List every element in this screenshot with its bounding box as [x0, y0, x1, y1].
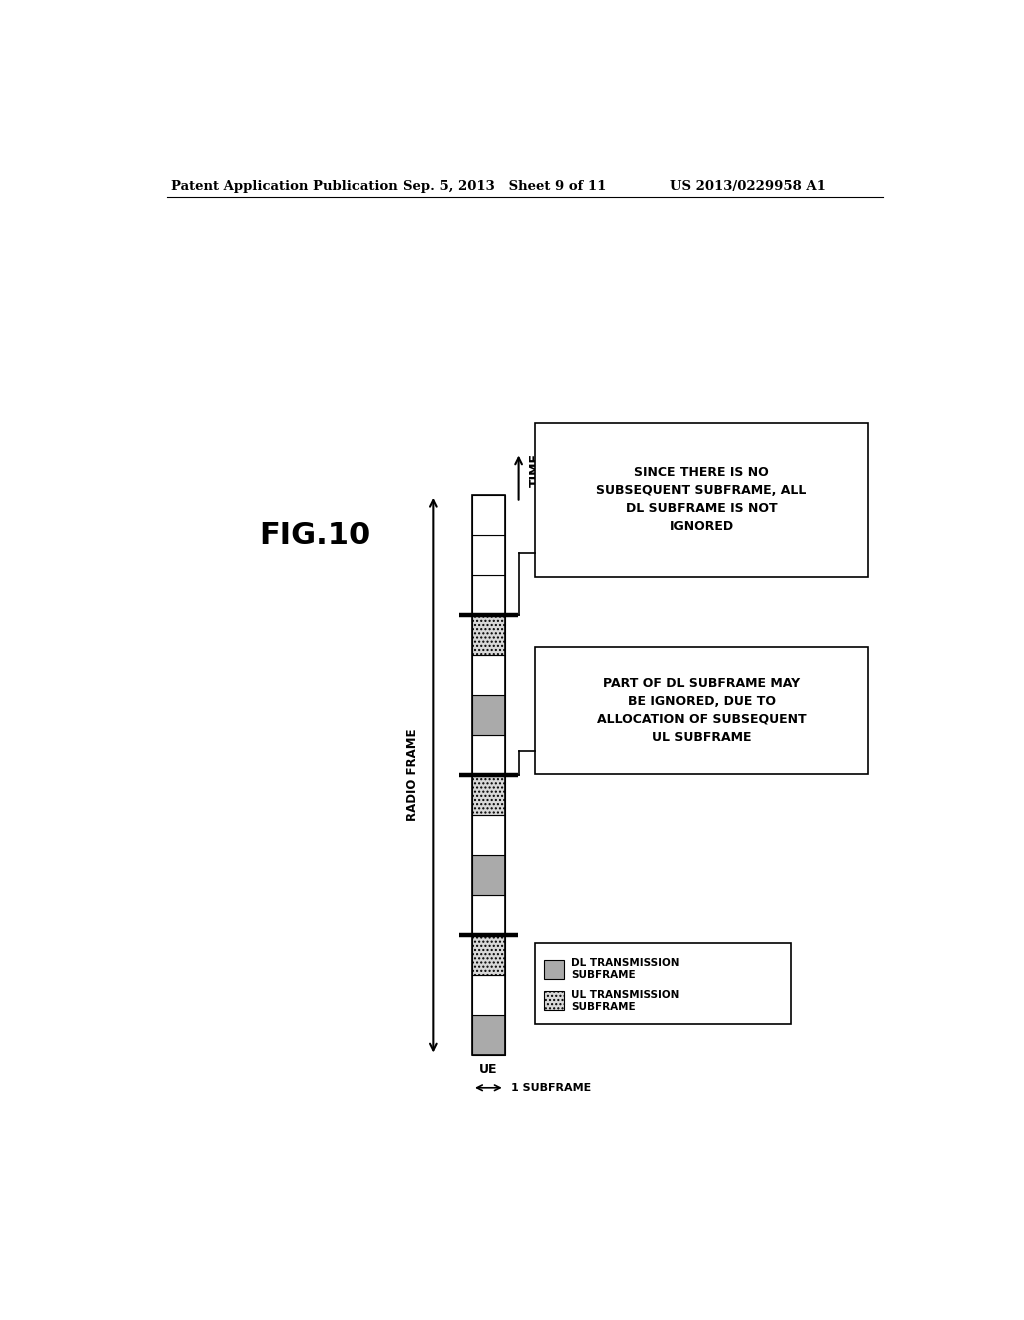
Text: FIG.10: FIG.10 — [260, 521, 371, 550]
Text: Patent Application Publication: Patent Application Publication — [171, 180, 397, 193]
Bar — [535, 422, 868, 577]
Bar — [544, 991, 563, 1010]
Bar — [472, 1015, 505, 1056]
Bar — [472, 816, 505, 855]
Text: Sep. 5, 2013   Sheet 9 of 11: Sep. 5, 2013 Sheet 9 of 11 — [403, 180, 606, 193]
Text: 1 SUBFRAME: 1 SUBFRAME — [511, 1082, 591, 1093]
Bar — [472, 936, 505, 975]
Bar — [472, 495, 505, 535]
Bar — [472, 655, 505, 696]
Bar — [472, 735, 505, 775]
Bar — [472, 975, 505, 1015]
Text: UL TRANSMISSION
SUBFRAME: UL TRANSMISSION SUBFRAME — [571, 990, 680, 1011]
Text: SINCE THERE IS NO
SUBSEQUENT SUBFRAME, ALL
DL SUBFRAME IS NOT
IGNORED: SINCE THERE IS NO SUBSEQUENT SUBFRAME, A… — [596, 466, 807, 533]
Text: DL TRANSMISSION
SUBFRAME: DL TRANSMISSION SUBFRAME — [571, 958, 680, 979]
Bar — [472, 495, 505, 1056]
Text: UE: UE — [479, 1063, 498, 1076]
Bar — [535, 647, 868, 774]
Bar — [472, 696, 505, 735]
Bar — [472, 895, 505, 936]
Text: TIME: TIME — [529, 453, 542, 487]
Bar — [472, 775, 505, 816]
Bar — [472, 615, 505, 655]
Bar — [544, 960, 563, 979]
Text: PART OF DL SUBFRAME MAY
BE IGNORED, DUE TO
ALLOCATION OF SUBSEQUENT
UL SUBFRAME: PART OF DL SUBFRAME MAY BE IGNORED, DUE … — [597, 677, 806, 744]
Bar — [472, 576, 505, 615]
Bar — [472, 855, 505, 895]
Text: US 2013/0229958 A1: US 2013/0229958 A1 — [671, 180, 826, 193]
Bar — [535, 942, 791, 1024]
Bar — [472, 535, 505, 576]
Text: RADIO FRAME: RADIO FRAME — [407, 729, 420, 821]
